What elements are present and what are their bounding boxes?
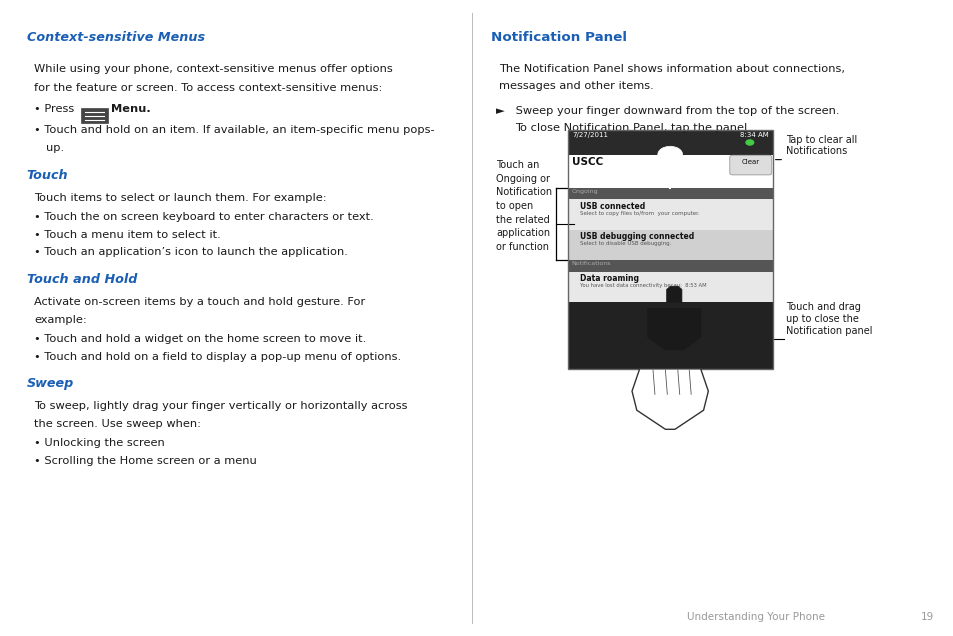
Text: example:: example:	[34, 315, 87, 325]
Text: • Unlocking the screen: • Unlocking the screen	[34, 438, 165, 448]
Text: messages and other items.: messages and other items.	[498, 81, 653, 92]
FancyBboxPatch shape	[567, 155, 772, 188]
FancyBboxPatch shape	[729, 155, 771, 175]
Text: Sweep: Sweep	[27, 377, 74, 390]
Text: You have lost data connectivity becau:  8:53 AM: You have lost data connectivity becau: 8…	[579, 283, 706, 288]
Text: Touch an
Ongoing or
Notification
to open
the related
application
or function: Touch an Ongoing or Notification to open…	[496, 160, 552, 252]
Text: USB debugging connected: USB debugging connected	[579, 232, 694, 241]
Text: up.: up.	[46, 143, 64, 153]
Text: the screen. Use sweep when:: the screen. Use sweep when:	[34, 419, 201, 429]
FancyBboxPatch shape	[567, 230, 772, 260]
Text: Tap to clear all
Notifications: Tap to clear all Notifications	[785, 135, 857, 156]
Text: ►   Sweep your finger downward from the top of the screen.: ► Sweep your finger downward from the to…	[496, 106, 839, 116]
Text: 7/27/2011: 7/27/2011	[572, 132, 608, 138]
FancyBboxPatch shape	[567, 272, 772, 302]
Circle shape	[745, 140, 753, 145]
Polygon shape	[647, 308, 700, 350]
Text: • Touch and hold a widget on the home screen to move it.: • Touch and hold a widget on the home sc…	[34, 334, 366, 344]
Text: Clear: Clear	[741, 159, 759, 165]
Polygon shape	[631, 369, 707, 429]
Text: Data roaming: Data roaming	[579, 274, 639, 283]
Text: 8:34 AM: 8:34 AM	[740, 132, 768, 138]
Circle shape	[657, 146, 682, 163]
FancyBboxPatch shape	[567, 302, 772, 369]
FancyBboxPatch shape	[567, 199, 772, 230]
Text: • Touch a menu item to select it.: • Touch a menu item to select it.	[34, 230, 221, 240]
Text: • Press: • Press	[34, 104, 78, 114]
FancyBboxPatch shape	[567, 130, 772, 155]
Text: Menu.: Menu.	[111, 104, 151, 114]
Text: While using your phone, context-sensitive menus offer options: While using your phone, context-sensitiv…	[34, 64, 393, 74]
Text: • Scrolling the Home screen or a menu: • Scrolling the Home screen or a menu	[34, 456, 256, 466]
Text: • Touch the on screen keyboard to enter characters or text.: • Touch the on screen keyboard to enter …	[34, 212, 374, 222]
Text: Touch and Hold: Touch and Hold	[27, 273, 137, 286]
Text: USB connected: USB connected	[579, 202, 644, 211]
Text: Touch: Touch	[27, 169, 69, 181]
Text: for the feature or screen. To access context-sensitive menus:: for the feature or screen. To access con…	[34, 83, 382, 93]
Text: • Touch and hold on an item. If available, an item-specific menu pops-: • Touch and hold on an item. If availabl…	[34, 125, 435, 135]
FancyBboxPatch shape	[567, 188, 772, 199]
Text: Ongoing: Ongoing	[571, 189, 598, 194]
Text: Context-sensitive Menus: Context-sensitive Menus	[27, 31, 205, 43]
Text: 19: 19	[920, 612, 933, 622]
Text: Activate on-screen items by a touch and hold gesture. For: Activate on-screen items by a touch and …	[34, 297, 365, 307]
Text: • Touch an application’s icon to launch the application.: • Touch an application’s icon to launch …	[34, 247, 348, 258]
FancyBboxPatch shape	[567, 260, 772, 272]
Text: Select to copy files to/from  your computer.: Select to copy files to/from your comput…	[579, 211, 699, 216]
Text: Select to disable USB debugging.: Select to disable USB debugging.	[579, 241, 671, 246]
Text: To sweep, lightly drag your finger vertically or horizontally across: To sweep, lightly drag your finger verti…	[34, 401, 408, 411]
Text: Touch items to select or launch them. For example:: Touch items to select or launch them. Fo…	[34, 193, 327, 203]
FancyBboxPatch shape	[81, 108, 108, 123]
Text: Notifications: Notifications	[571, 261, 610, 266]
Text: The Notification Panel shows information about connections,: The Notification Panel shows information…	[498, 64, 844, 74]
Text: • Touch and hold on a field to display a pop-up menu of options.: • Touch and hold on a field to display a…	[34, 352, 401, 362]
Text: Touch and drag
up to close the
Notification panel: Touch and drag up to close the Notificat…	[785, 303, 872, 336]
Text: Understanding Your Phone: Understanding Your Phone	[686, 612, 824, 622]
Text: USCC: USCC	[572, 157, 603, 167]
Text: To close Notification Panel, tap the panel.: To close Notification Panel, tap the pan…	[515, 123, 750, 134]
Polygon shape	[666, 286, 681, 302]
Text: Notification Panel: Notification Panel	[491, 31, 627, 43]
